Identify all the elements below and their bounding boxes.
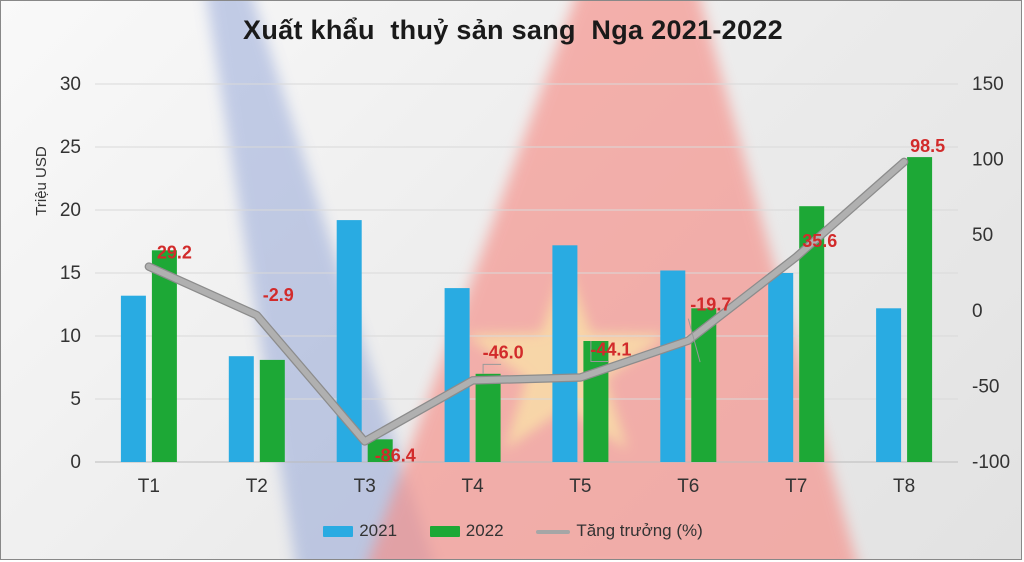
svg-text:-46.0: -46.0 bbox=[483, 342, 524, 362]
svg-text:0: 0 bbox=[70, 452, 81, 473]
svg-text:50: 50 bbox=[972, 225, 993, 246]
svg-text:30: 30 bbox=[60, 74, 81, 95]
svg-text:10: 10 bbox=[60, 326, 81, 347]
svg-text:29.2: 29.2 bbox=[157, 243, 192, 263]
svg-text:5: 5 bbox=[70, 389, 81, 410]
svg-text:-50: -50 bbox=[972, 376, 999, 397]
svg-text:-19.7: -19.7 bbox=[690, 295, 731, 315]
svg-text:-86.4: -86.4 bbox=[375, 445, 416, 465]
svg-text:0: 0 bbox=[972, 301, 983, 322]
svg-text:-44.1: -44.1 bbox=[590, 340, 631, 360]
svg-text:-2.9: -2.9 bbox=[263, 285, 294, 305]
svg-text:T7: T7 bbox=[785, 476, 807, 497]
svg-text:-100: -100 bbox=[972, 452, 1010, 473]
svg-text:T4: T4 bbox=[462, 476, 485, 497]
svg-text:T3: T3 bbox=[354, 476, 376, 497]
svg-text:150: 150 bbox=[972, 74, 1004, 95]
svg-text:T1: T1 bbox=[138, 476, 160, 497]
svg-text:T6: T6 bbox=[677, 476, 699, 497]
svg-text:100: 100 bbox=[972, 150, 1004, 171]
svg-text:15: 15 bbox=[60, 263, 81, 284]
svg-text:98.5: 98.5 bbox=[910, 136, 945, 156]
svg-text:T5: T5 bbox=[569, 476, 591, 497]
svg-text:25: 25 bbox=[60, 137, 81, 158]
svg-text:35.6: 35.6 bbox=[802, 231, 837, 251]
svg-text:20: 20 bbox=[60, 200, 81, 221]
svg-text:T8: T8 bbox=[893, 476, 915, 497]
svg-text:T2: T2 bbox=[246, 476, 268, 497]
